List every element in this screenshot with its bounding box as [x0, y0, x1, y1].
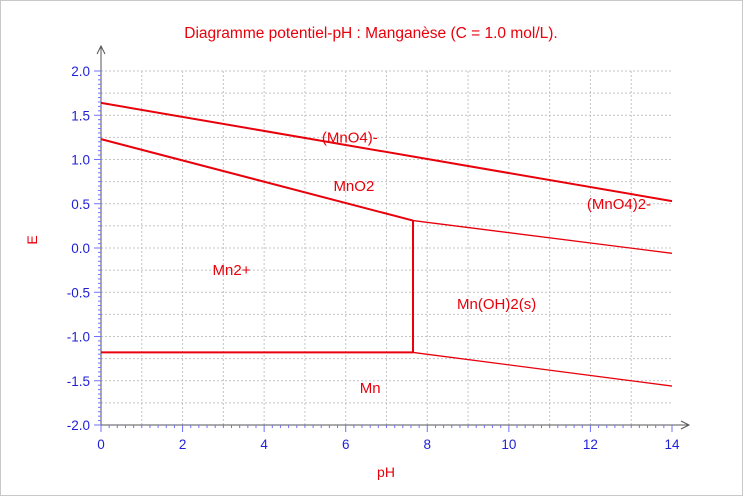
- grid-lines: [101, 70, 672, 425]
- axes: [95, 44, 691, 431]
- x-tick-label: 14: [664, 437, 680, 452]
- x-tick-label: 0: [97, 437, 105, 452]
- x-axis-arrow: [680, 420, 691, 430]
- y-tick-label: 1.0: [71, 153, 90, 168]
- region-label: Mn(OH)2(s): [457, 296, 536, 313]
- boundary-lines: [100, 101, 673, 387]
- region-label: (MnO4)-: [322, 129, 378, 146]
- y-tick-label: -0.5: [67, 285, 90, 300]
- x-tick-label: 12: [583, 437, 598, 452]
- region-label: Mn2+: [213, 262, 251, 279]
- ticks: [94, 70, 673, 432]
- x-tick-label: 10: [501, 437, 516, 452]
- x-tick-label: 8: [424, 437, 432, 452]
- y-tick-label: 0.0: [71, 241, 90, 256]
- region-label: MnO2: [333, 178, 374, 195]
- boundary-line-5: [412, 219, 673, 254]
- region-label: (MnO4)2-: [587, 196, 651, 213]
- y-tick-label: 0.5: [71, 197, 90, 212]
- y-axis-label: E: [24, 235, 40, 244]
- y-tick-label: -1.5: [67, 374, 90, 389]
- y-axis-arrow: [96, 44, 106, 55]
- boundary-line-6: [412, 351, 673, 387]
- tick-labels: 0 2 4 6 8 10 12 14 2.0 1.5 1.0 0.5 0.0 -0.5 -1.0 -1.5 -2…: [67, 64, 680, 452]
- chart-title: Diagramme potentiel-pH : Manganèse (C = …: [184, 25, 557, 42]
- region-label: Mn: [360, 380, 381, 397]
- boundary-line-1: [100, 101, 673, 203]
- x-tick-label: 2: [179, 437, 187, 452]
- y-tick-label: -1.0: [67, 330, 90, 345]
- y-tick-label: 2.0: [71, 64, 90, 79]
- y-tick-label: 1.5: [71, 108, 90, 123]
- x-tick-label: 6: [342, 437, 350, 452]
- y-tick-label: -2.0: [67, 418, 90, 433]
- x-axis-label: pH: [377, 464, 395, 480]
- boundary-line-2: [100, 138, 414, 222]
- region-labels: (MnO4)- MnO2 (MnO4)2- Mn2+ Mn(OH)2(s) Mn: [213, 129, 652, 396]
- x-tick-label: 4: [260, 437, 268, 452]
